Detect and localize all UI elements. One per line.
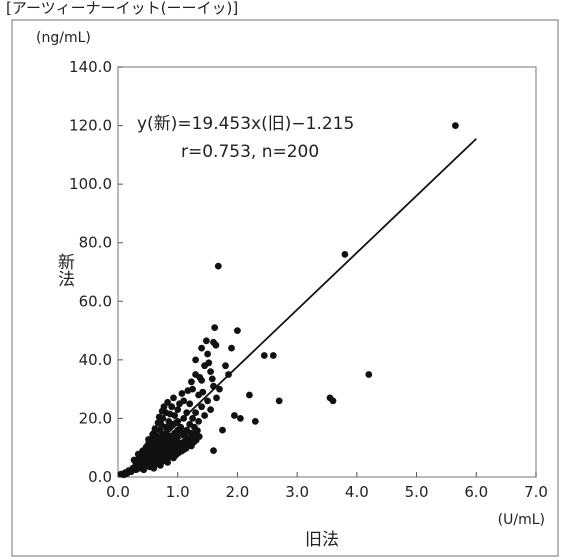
- correlation-stats: r=0.753, n=200: [181, 142, 319, 162]
- y-tick-label: 40.0: [79, 351, 112, 369]
- data-point: [269, 352, 277, 359]
- x-tick-label: 1.0: [166, 483, 190, 501]
- x-unit-label: (U/mL): [498, 512, 545, 528]
- data-point: [198, 403, 206, 411]
- x-tick-label: 5.0: [405, 483, 429, 501]
- data-point: [164, 398, 172, 406]
- data-point: [192, 356, 200, 364]
- data-point: [186, 400, 194, 408]
- x-tick-label: 0.0: [106, 483, 130, 501]
- data-point: [198, 344, 206, 352]
- data-point: [207, 406, 215, 413]
- data-point: [207, 368, 215, 375]
- data-point: [149, 431, 157, 438]
- data-point: [178, 390, 186, 397]
- data-point: [210, 447, 217, 454]
- data-point: [166, 410, 174, 418]
- data-point: [211, 324, 219, 331]
- y-tick-label: 20.0: [79, 409, 112, 427]
- data-point: [142, 443, 150, 451]
- regression-equation: y(新)=19.453x(旧)−1.215: [137, 114, 354, 134]
- data-point: [184, 387, 192, 394]
- data-point: [170, 394, 177, 402]
- data-point: [222, 362, 229, 370]
- data-point: [130, 456, 138, 464]
- data-point: [205, 359, 213, 367]
- data-point: [189, 415, 197, 422]
- data-point: [213, 394, 220, 402]
- data-point: [204, 350, 212, 358]
- data-point: [208, 375, 216, 383]
- data-point: [246, 391, 253, 399]
- data-point: [231, 412, 238, 419]
- x-tick-label: 4.0: [345, 483, 369, 501]
- data-point: [219, 426, 226, 434]
- data-point: [452, 122, 459, 129]
- y-tick-label: 140.0: [69, 58, 112, 76]
- data-point: [228, 344, 235, 352]
- x-axis-ticks: 0.0 1.0 2.0 3.0 4.0 5.0 6.0 7.0: [106, 472, 548, 501]
- y-axis-ticks: 0.0 20.0 40.0 60.0 80.0 100.0 120.0 140.0: [69, 58, 123, 486]
- data-point: [155, 413, 163, 421]
- regression-line: [123, 138, 477, 476]
- data-point: [194, 427, 201, 435]
- data-point: [260, 352, 268, 359]
- data-point: [341, 251, 349, 258]
- data-point: [168, 403, 176, 411]
- data-point: [174, 406, 182, 413]
- data-point: [212, 341, 220, 349]
- data-point: [154, 419, 162, 427]
- data-point: [365, 371, 373, 378]
- y-tick-label: 120.0: [69, 117, 112, 135]
- y-tick-label: 100.0: [69, 175, 112, 193]
- data-point: [177, 423, 185, 431]
- data-point: [251, 418, 259, 425]
- data-point: [216, 385, 223, 393]
- plot-area: [117, 66, 537, 478]
- y-tick-label: 80.0: [79, 234, 112, 252]
- x-tick-label: 6.0: [464, 483, 488, 501]
- data-point: [237, 415, 244, 422]
- data-point: [199, 388, 207, 396]
- header-fragment: [アーツィーナーイット(ーーイッ)]: [6, 0, 238, 17]
- data-point: [201, 412, 209, 419]
- y-tick-label: 60.0: [79, 292, 112, 310]
- y-unit-label: (ng/mL): [36, 30, 91, 46]
- data-point: [234, 327, 241, 334]
- data-point: [204, 397, 212, 405]
- data-point: [145, 436, 152, 443]
- data-point: [203, 337, 210, 345]
- data-point: [329, 397, 337, 405]
- y-tick-label: 0.0: [88, 468, 112, 486]
- data-point: [151, 425, 159, 433]
- x-axis-title: 旧法: [305, 530, 339, 550]
- x-tick-label: 7.0: [524, 483, 548, 501]
- data-point: [164, 459, 172, 466]
- data-point: [275, 397, 283, 405]
- data-point: [214, 262, 222, 270]
- x-tick-label: 2.0: [225, 483, 249, 501]
- data-point: [192, 409, 200, 416]
- x-tick-label: 3.0: [285, 483, 309, 501]
- data-point: [195, 418, 203, 425]
- data-point: [196, 374, 204, 381]
- y-axis-title: 新法: [54, 253, 75, 287]
- data-point: [176, 400, 183, 408]
- data-point: [195, 433, 203, 440]
- data-point: [188, 378, 195, 386]
